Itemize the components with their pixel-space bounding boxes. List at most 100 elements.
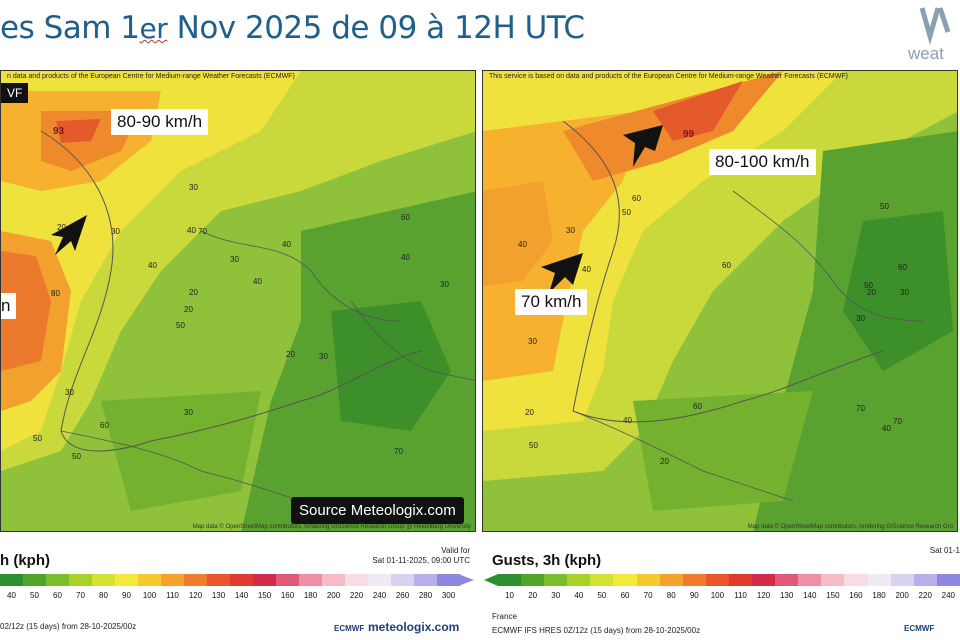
colorbar-tick-label: 240 (941, 591, 955, 600)
left-legend-footer: 02/12z (15 days) from 28-10-2025/00z (0, 622, 137, 631)
left-wind-arrow-icon (51, 215, 87, 255)
contour-label: 60 (100, 421, 109, 430)
colorbar-tick-label: 300 (441, 591, 456, 600)
colorbar-swatch (775, 574, 799, 586)
colorbar-tick-label: 150 (826, 591, 840, 600)
colorbar-tick-label: 80 (666, 591, 676, 600)
contour-label: 60 (693, 402, 702, 411)
contour-label: 40 (582, 265, 591, 274)
colorbar-tick-label: 260 (395, 591, 410, 600)
left-map-panel: n data and products of the European Cent… (0, 70, 476, 532)
right-map-panel: This service is based on data and produc… (482, 70, 958, 532)
colorbar-tick-label: 90 (689, 591, 699, 600)
colorbar-tick-label: 220 (918, 591, 932, 600)
contour-label: 20 (286, 350, 295, 359)
colorbar-tick-label: 60 (53, 591, 62, 600)
right-colorbar (498, 574, 960, 586)
colorbar-swatch (184, 574, 207, 586)
right-legend-title: Gusts, 3h (kph) (492, 552, 602, 569)
contour-label: 20 (184, 305, 193, 314)
left-ecmwf-notice: n data and products of the European Cent… (7, 73, 295, 80)
colorbar-swatch (414, 574, 437, 586)
contour-label: 30 (111, 227, 120, 236)
contour-label: 50 (880, 202, 889, 211)
colorbar-tick-label: 160 (280, 591, 295, 600)
colorbar-swatch (299, 574, 322, 586)
colorbar-tick-label: 240 (372, 591, 387, 600)
contour-label: 30 (189, 183, 198, 192)
colorbar-swatch (115, 574, 138, 586)
right-legend: Gusts, 3h (kph) Sat 01-1 10 20 30 40 50 60 70 8… (484, 540, 960, 640)
colorbar-tick-label: 40 (574, 591, 584, 600)
left-peak-value: 93 (53, 126, 65, 137)
colorbar-tick-label: 110 (166, 591, 179, 600)
contour-label: 80 (51, 289, 60, 298)
title-date: Nov 2025 de 09 à 12H UTC (167, 10, 585, 46)
colorbar-tick-label: 70 (643, 591, 653, 600)
contour-label: 30 (65, 388, 74, 397)
colorbar-tick-label: 110 (734, 591, 747, 600)
colorbar-tick-label: 80 (99, 591, 108, 600)
colorbar-swatch (345, 574, 368, 586)
left-legend: h (kph) Valid for Sat 01-11-2025, 09:00 … (0, 540, 476, 640)
colorbar-tick-label: 180 (303, 591, 318, 600)
contour-label: 20 (525, 408, 534, 417)
colorbar-tick-label: 100 (142, 591, 157, 600)
left-callout-main: 80-90 km/h (111, 109, 209, 135)
colorbar-tick-label: 60 (620, 591, 630, 600)
colorbar-tick-label: 10 (505, 591, 514, 600)
colorbar-swatch (567, 574, 591, 586)
source-label: Source Meteologix.com (291, 497, 464, 524)
contour-label: 50 (622, 208, 631, 217)
colorbar-tick-label: 130 (779, 591, 794, 600)
page-title: es Sam 1er Nov 2025 de 09 à 12H UTC (0, 10, 585, 46)
colorbar-swatch (276, 574, 299, 586)
title-prefix: es Sam 1 (0, 10, 140, 46)
right-peak-value: 99 (683, 129, 695, 140)
title-superscript: er (139, 12, 168, 45)
colorbar-swatch (521, 574, 545, 586)
right-legend-valid: Sat 01-1 (930, 546, 960, 556)
weather-logo-text: weat (908, 44, 944, 63)
contour-label: 30 (566, 226, 575, 235)
contour-label: 40 (882, 424, 891, 433)
right-legend-country: France (492, 612, 517, 621)
contour-label: 70 (198, 227, 207, 236)
contour-label: 40 (518, 240, 527, 249)
left-meteologix-logo: meteologix.com (368, 620, 460, 634)
left-legend-valid: Valid for Sat 01-11-2025, 09:00 UTC (372, 546, 470, 566)
right-callout-main: 80-100 km/h (709, 149, 816, 175)
contour-label: 40 (401, 253, 410, 262)
colorbar-swatch (752, 574, 776, 586)
left-map-fill (1, 71, 475, 531)
colorbar-swatch (844, 574, 868, 586)
left-ticks: 40 50 60 70 80 90 100 110 120 130 140 150 160 180 200 2… (0, 591, 460, 603)
left-colorbar-arrow-icon (458, 574, 474, 586)
colorbar-swatch (867, 574, 891, 586)
contour-label: 30 (440, 280, 449, 289)
colorbar-swatch (728, 574, 753, 586)
contour-label: 30 (184, 408, 193, 417)
contour-label: 60 (898, 263, 907, 272)
colorbar-swatch (322, 574, 345, 586)
contour-label: 30 (856, 314, 865, 323)
contour-label: 30 (900, 288, 909, 297)
contour-label: 60 (722, 261, 731, 270)
left-valid-time: Sat 01-11-2025, 09:00 UTC (372, 556, 470, 565)
right-ecmwf-logo: ECMWF (904, 624, 935, 633)
colorbar-swatch (69, 574, 92, 586)
colorbar-tick-label: 30 (551, 591, 561, 600)
colorbar-swatch (0, 574, 23, 586)
right-wind-arrow-icon-2 (541, 253, 583, 293)
colorbar-swatch (437, 574, 460, 586)
colorbar-tick-label: 100 (710, 591, 725, 600)
colorbar-tick-label: 140 (803, 591, 817, 600)
colorbar-tick-label: 280 (418, 591, 433, 600)
colorbar-swatch (936, 574, 960, 586)
colorbar-tick-label: 160 (849, 591, 863, 600)
colorbar-tick-label: 120 (756, 591, 771, 600)
colorbar-tick-label: 220 (349, 591, 364, 600)
left-legend-title: h (kph) (0, 552, 50, 569)
contour-label: 20 (189, 288, 198, 297)
colorbar-swatch (821, 574, 845, 586)
